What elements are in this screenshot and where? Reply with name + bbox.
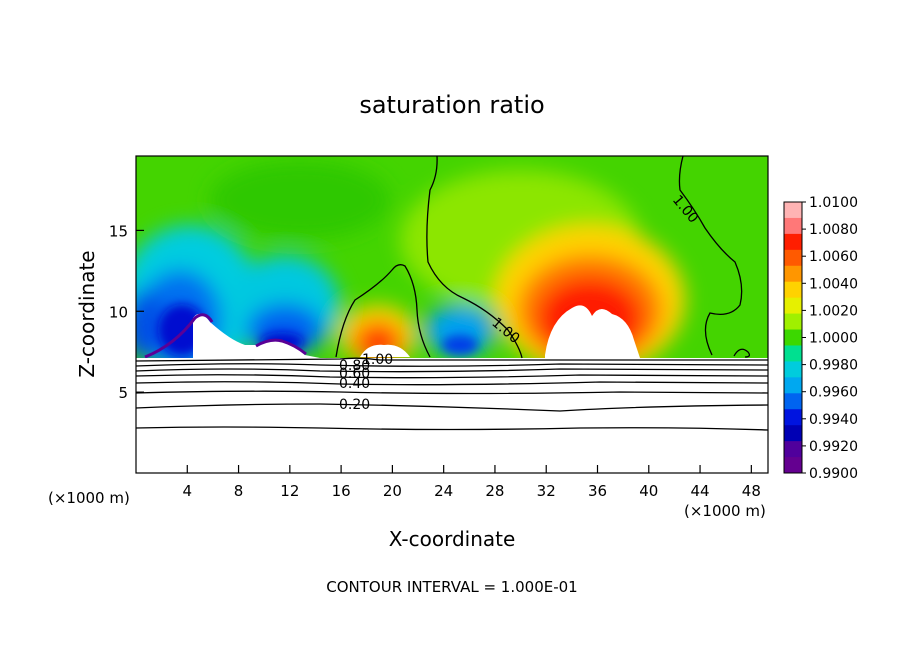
x-tick-label: 28	[485, 482, 504, 500]
x-tick-label: 48	[742, 482, 761, 500]
colorbar-swatch	[784, 202, 802, 219]
y-tick-label: 15	[109, 222, 128, 240]
contour-interval-note: CONTOUR INTERVAL = 1.000E-01	[326, 578, 577, 596]
colorbar-label: 1.0000	[809, 331, 858, 347]
colorbar-swatch	[784, 345, 802, 362]
colorbar-label: 1.0080	[809, 222, 858, 238]
contour-label: 0.20	[339, 397, 370, 413]
contour-label: 0.60	[339, 366, 370, 382]
colorbar-swatch	[784, 297, 802, 315]
colorbar-label: 0.9980	[809, 358, 858, 374]
x-tick-label: 20	[383, 482, 402, 500]
x-tick-label: 24	[434, 482, 453, 500]
colorbar-swatch	[784, 361, 802, 378]
contour-label: 0.40	[339, 376, 370, 392]
colorbar-swatch	[784, 265, 802, 283]
colorbar-swatch	[784, 393, 802, 410]
colorbar-label: 1.0060	[809, 249, 858, 265]
colorbar-label: 0.9900	[809, 466, 858, 482]
contour-lines	[136, 156, 768, 431]
x-tick-label: 8	[234, 482, 244, 500]
x-tick-label: 16	[332, 482, 351, 500]
colorbar-swatch	[784, 249, 802, 267]
x-tick-label: 4	[183, 482, 193, 500]
colorbar-label: 1.0100	[809, 195, 858, 211]
colorbar-swatch	[784, 457, 802, 474]
colorbar-label: 1.0040	[809, 276, 858, 292]
colorbar: 1.0100 1.0080 1.0060 1.0040 1.0020 1.0000 0.99…	[783, 195, 858, 482]
x-tick-label: 40	[639, 482, 658, 500]
y-tick-label: 10	[109, 303, 128, 321]
colorbar-swatch	[784, 441, 802, 458]
colorbar-label: 1.0020	[809, 303, 858, 319]
y-axis-title: Z-coordinate	[75, 250, 99, 377]
x-unit-left: (×1000 m)	[48, 489, 130, 507]
colorbar-swatch	[784, 409, 802, 426]
x-axis-title: X-coordinate	[389, 527, 516, 551]
chart-title: saturation ratio	[359, 91, 544, 119]
x-tick-label: 36	[588, 482, 607, 500]
y-tick-label: 5	[118, 384, 128, 402]
colorbar-swatch	[784, 377, 802, 394]
x-tick-label: 32	[537, 482, 556, 500]
y-axis: 5 10 15	[109, 222, 144, 402]
contour-label: 0.80	[339, 358, 370, 374]
contour-labels: 1.00 1.00 1.00 0.80 0.60 0.40 0.20	[339, 192, 701, 413]
colorbar-swatch	[784, 233, 802, 251]
x-unit-right: (×1000 m)	[684, 502, 766, 520]
x-tick-label: 44	[691, 482, 710, 500]
colorbar-swatch	[784, 217, 802, 235]
colorbar-swatch	[784, 425, 802, 442]
contour-label: 1.00	[362, 352, 393, 368]
colorbar-swatch	[784, 313, 802, 331]
plot-frame	[135, 155, 769, 474]
colorbar-label: 0.9960	[809, 385, 858, 401]
colorbar-swatch	[784, 281, 802, 299]
colorbar-label: 0.9920	[809, 439, 858, 455]
x-tick-label: 12	[280, 482, 299, 500]
colorbar-label: 0.9940	[809, 412, 858, 428]
x-axis: 4 8 12 16 20 24 28 32 36 40 44 48	[183, 465, 761, 500]
colorbar-swatch	[784, 329, 802, 346]
heatmap-field	[136, 156, 768, 473]
